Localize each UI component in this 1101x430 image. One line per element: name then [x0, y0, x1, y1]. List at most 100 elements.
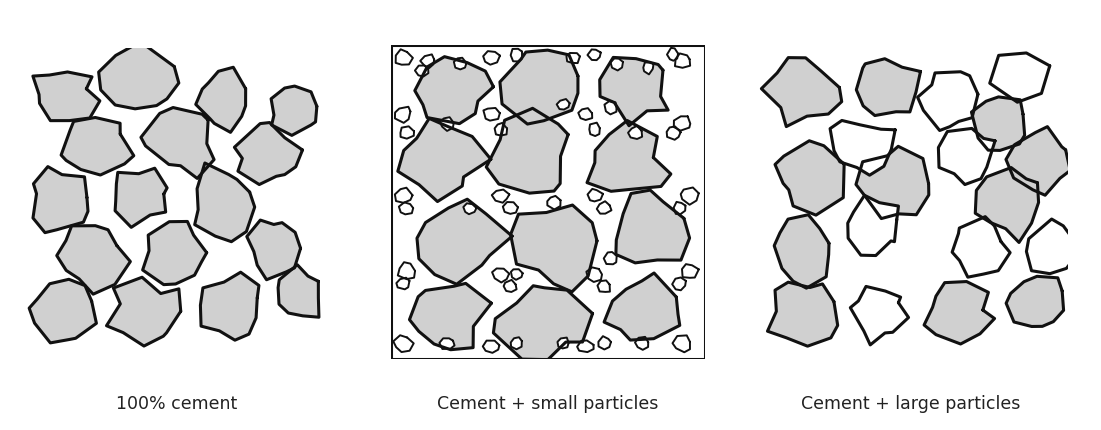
Polygon shape [857, 59, 920, 116]
Polygon shape [547, 196, 560, 209]
Polygon shape [600, 58, 668, 126]
Polygon shape [487, 108, 568, 193]
Polygon shape [99, 44, 178, 109]
Polygon shape [33, 72, 100, 121]
Polygon shape [598, 336, 611, 350]
Polygon shape [577, 341, 593, 352]
Polygon shape [589, 123, 600, 136]
Text: 100% cement: 100% cement [116, 395, 237, 413]
Polygon shape [511, 337, 522, 349]
Polygon shape [511, 49, 522, 61]
Polygon shape [143, 221, 207, 285]
Polygon shape [421, 54, 434, 68]
Polygon shape [395, 107, 411, 123]
Polygon shape [598, 280, 610, 292]
Polygon shape [493, 286, 592, 359]
Polygon shape [141, 108, 214, 178]
Polygon shape [673, 335, 690, 352]
Polygon shape [1026, 219, 1080, 273]
Polygon shape [483, 341, 500, 353]
Polygon shape [848, 195, 898, 255]
Polygon shape [395, 188, 413, 203]
Polygon shape [494, 123, 508, 135]
Polygon shape [439, 117, 454, 131]
Polygon shape [396, 278, 410, 289]
Polygon shape [557, 99, 569, 110]
Polygon shape [397, 262, 415, 279]
Polygon shape [511, 269, 523, 280]
Polygon shape [1006, 127, 1070, 195]
Polygon shape [604, 273, 679, 340]
Polygon shape [511, 205, 597, 292]
Polygon shape [395, 49, 413, 64]
Polygon shape [483, 108, 500, 121]
Polygon shape [775, 141, 844, 215]
Polygon shape [33, 166, 88, 233]
Polygon shape [415, 57, 493, 124]
Polygon shape [503, 202, 517, 214]
Polygon shape [200, 272, 259, 340]
Polygon shape [682, 264, 699, 278]
Polygon shape [610, 58, 623, 71]
Polygon shape [271, 86, 317, 135]
Polygon shape [762, 58, 841, 126]
Polygon shape [603, 252, 617, 264]
Polygon shape [587, 120, 671, 191]
Polygon shape [674, 202, 686, 214]
Polygon shape [924, 282, 994, 344]
Text: Cement + small particles: Cement + small particles [436, 395, 658, 413]
Polygon shape [195, 163, 254, 242]
Polygon shape [774, 215, 829, 288]
Polygon shape [604, 101, 617, 114]
Polygon shape [503, 280, 516, 292]
Polygon shape [492, 190, 510, 203]
Polygon shape [635, 337, 648, 350]
Polygon shape [975, 168, 1038, 243]
Polygon shape [643, 62, 654, 74]
Polygon shape [990, 53, 1049, 102]
Polygon shape [29, 279, 97, 343]
Polygon shape [855, 146, 929, 218]
Polygon shape [397, 118, 491, 202]
Polygon shape [628, 126, 642, 139]
Polygon shape [938, 129, 995, 184]
Polygon shape [588, 49, 601, 60]
Polygon shape [680, 187, 699, 205]
Polygon shape [235, 123, 303, 184]
Polygon shape [410, 283, 491, 350]
Polygon shape [417, 199, 512, 284]
Polygon shape [107, 277, 181, 346]
Polygon shape [767, 282, 838, 346]
Polygon shape [57, 226, 130, 294]
Polygon shape [483, 51, 500, 64]
Polygon shape [500, 50, 578, 124]
Polygon shape [675, 53, 690, 68]
Polygon shape [464, 203, 477, 214]
Polygon shape [917, 72, 978, 130]
Polygon shape [587, 267, 602, 282]
Polygon shape [401, 126, 414, 138]
Polygon shape [557, 338, 568, 348]
Polygon shape [492, 268, 509, 283]
Polygon shape [597, 201, 611, 214]
Polygon shape [850, 286, 908, 345]
Polygon shape [673, 277, 686, 290]
Polygon shape [62, 117, 134, 175]
Polygon shape [615, 190, 689, 263]
Polygon shape [454, 58, 467, 69]
Polygon shape [830, 120, 895, 175]
Polygon shape [439, 338, 455, 349]
Polygon shape [952, 217, 1010, 277]
Polygon shape [566, 53, 580, 63]
Polygon shape [415, 65, 428, 77]
Polygon shape [399, 203, 413, 215]
Polygon shape [588, 189, 603, 201]
Polygon shape [116, 168, 167, 227]
Polygon shape [247, 220, 301, 280]
Text: Cement + large particles: Cement + large particles [800, 395, 1021, 413]
Polygon shape [674, 117, 690, 131]
Polygon shape [578, 108, 592, 120]
Polygon shape [196, 67, 246, 132]
Polygon shape [393, 335, 414, 352]
Polygon shape [1006, 276, 1064, 326]
